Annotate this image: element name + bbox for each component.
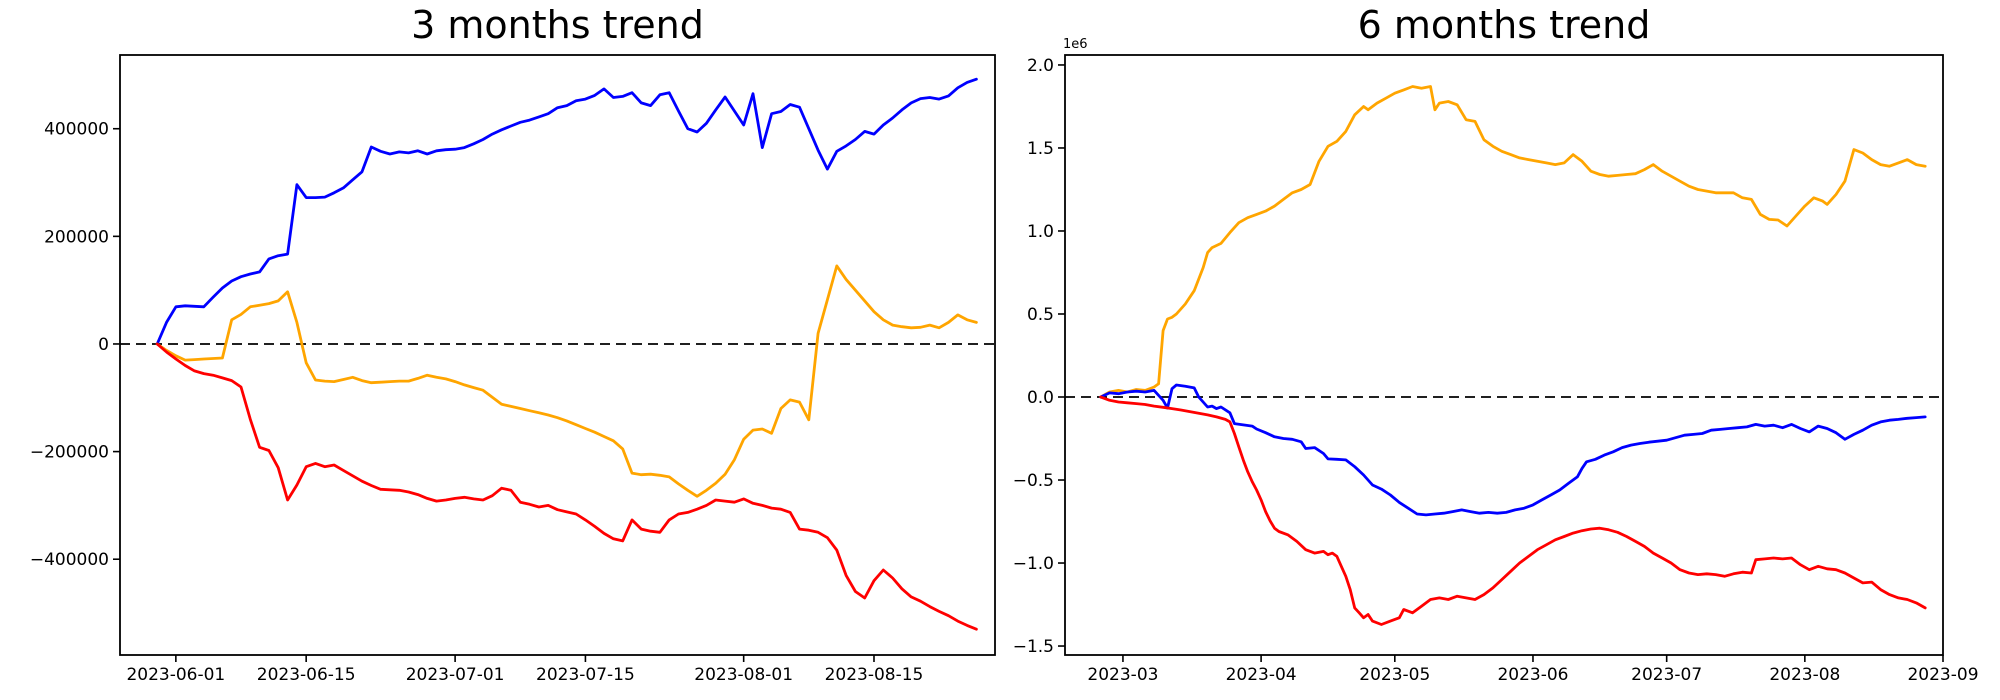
x-axis-tick-label: 2023-08-15 [825,665,924,685]
y-axis-tick-label: 0 [98,335,109,355]
x-axis-tick-label: 2023-07 [1631,665,1702,685]
plot-area-6-months: 2023-03 2023-04 2023-05 2023-06 2023-07 2023-… [1013,37,1979,685]
plot-border [1064,54,1944,656]
series-line-blue [1099,383,1927,517]
y-axis-tick-label: 0.0 [1027,388,1054,408]
plot-border [119,54,996,656]
y-axis-tick-label: 2.0 [1027,56,1054,76]
y-axis-tick-label: −200000 [30,443,109,463]
x-axis-tick-label: 2023-06 [1497,665,1568,685]
y-axis-tick-label: −0.5 [1013,471,1054,491]
y-axis-tick-label: 200000 [44,227,109,247]
y-axis-tick-label: 400000 [44,120,109,140]
series-line-blue [155,77,978,346]
x-axis-tick-label: 2023-07-01 [406,665,505,685]
x-axis-tick-label: 2023-08 [1769,665,1840,685]
chart-title-3-months: 3 months trend [411,3,704,47]
y-axis-tick-label: −1.5 [1013,637,1054,657]
x-axis-tick-label: 2023-08-01 [694,665,793,685]
series-line-red [155,342,978,631]
y-axis-tick-label: −1.0 [1013,554,1054,574]
y-axis-tick-label: 1.0 [1027,222,1054,242]
chart-title-6-months: 6 months trend [1357,3,1651,47]
x-axis-tick-label: 2023-03 [1087,665,1158,685]
series-line-red [1099,395,1927,626]
x-axis-tick-label: 2023-05 [1359,665,1430,685]
chart-panel-6-months: 6 months trend 2023-03 2023-04 2023-05 2023… [1000,0,2000,700]
y-axis-tick-label: 1.5 [1027,139,1054,159]
x-axis-tick-label: 2023-06-15 [257,665,356,685]
y-axis-offset-label: 1e6 [1063,37,1088,52]
plot-area-3-months: 2023-06-01 2023-06-15 2023-07-01 2023-07-15… [30,54,996,685]
chart-panel-3-months: 3 months trend 2023-06-01 2023-06-15 2023-… [30,3,996,685]
series-line-orange [155,264,978,498]
y-axis-tick-label: −400000 [30,550,109,570]
y-axis-tick-label: 0.5 [1027,305,1054,325]
x-axis-tick-label: 2023-09 [1907,665,1978,685]
x-axis-tick-label: 2023-06-01 [126,665,225,685]
x-axis-tick-label: 2023-07-15 [536,665,635,685]
x-axis-tick-label: 2023-04 [1226,665,1297,685]
series-line-orange [1099,85,1927,399]
